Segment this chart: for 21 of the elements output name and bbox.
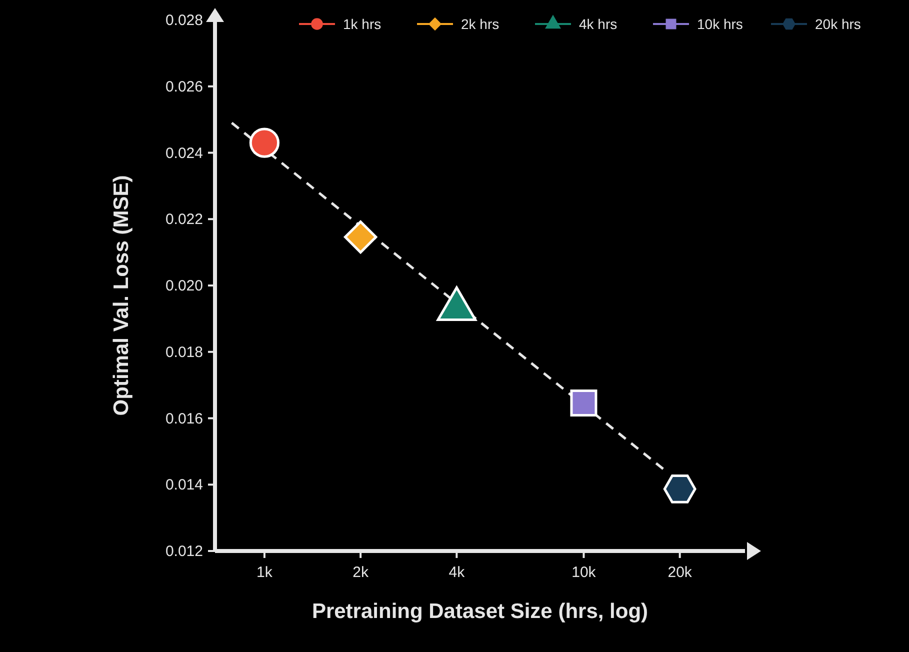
x-tick-label: 2k (352, 564, 369, 581)
y-tick-label: 0.014 (165, 476, 203, 494)
legend-label: 20k hrs (815, 16, 861, 32)
legend-label: 2k hrs (461, 16, 500, 32)
x-tick-label: 1k (256, 564, 273, 581)
y-tick-label: 0.020 (165, 278, 203, 294)
legend-label: 1k hrs (343, 16, 382, 32)
legend-label: 4k hrs (579, 16, 618, 32)
y-tick-label: 0.028 (165, 12, 203, 29)
y-tick-label: 0.012 (165, 543, 203, 560)
y-tick-label: 0.018 (165, 344, 203, 361)
y-tick-label: 0.026 (165, 78, 203, 96)
x-tick-label: 4k (448, 564, 466, 581)
x-tick-label: 10k (572, 564, 596, 581)
y-tick-label: 0.024 (165, 144, 203, 162)
y-axis-title: Optimal Val. Loss (MSE) (110, 175, 133, 416)
y-tick-label: 0.022 (165, 211, 203, 228)
x-axis-title: Pretraining Dataset Size (hrs, log) (312, 600, 648, 623)
legend-label: 10k hrs (697, 16, 743, 32)
y-tick-label: 0.016 (165, 410, 203, 428)
x-tick-label: 20k (668, 564, 692, 581)
